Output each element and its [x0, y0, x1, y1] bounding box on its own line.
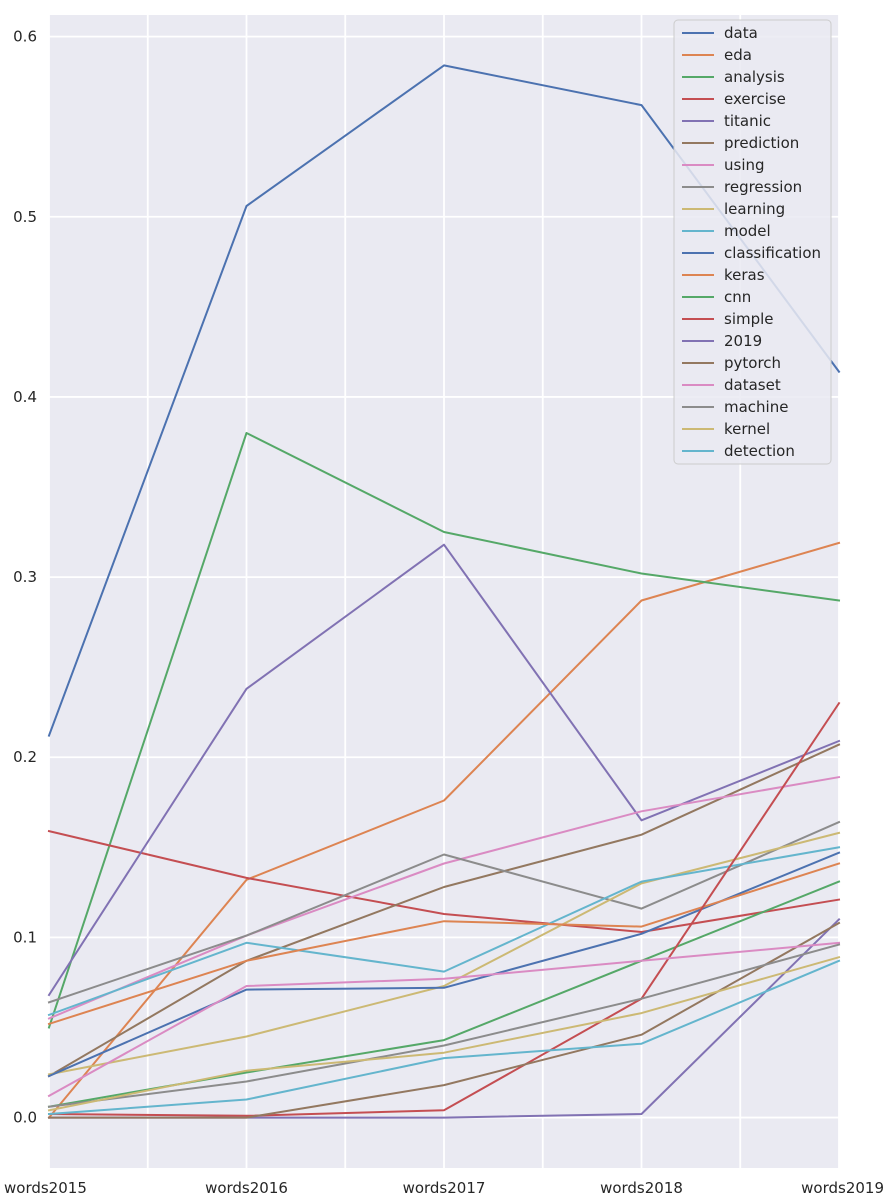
series-line-exercise [47, 829, 841, 933]
series-line-prediction [47, 743, 841, 1078]
legend-label: 2019 [724, 332, 762, 350]
legend-label: model [724, 222, 771, 240]
legend-label: pytorch [724, 354, 781, 372]
series-line-dataset [47, 941, 841, 1098]
legend-label: kernel [724, 420, 770, 438]
legend-label: regression [724, 178, 802, 196]
y-tick-label: 0.1 [13, 928, 37, 946]
y-tick-label: 0.6 [13, 28, 37, 46]
x-tick-label: words2018 [600, 1179, 683, 1197]
series-line-using [47, 775, 841, 1020]
legend: data eda analysis exercise titanic prediction… [673, 19, 832, 465]
legend-label: simple [724, 310, 774, 328]
x-axis-ticks: words2015 words2016 words2017 words2018 word… [4, 1179, 884, 1197]
series-line-keras [47, 862, 841, 1026]
y-tick-label: 0.5 [13, 208, 37, 226]
legend-label: exercise [724, 90, 786, 108]
legend-label: data [724, 24, 758, 42]
legend-label: cnn [724, 288, 751, 306]
series-line-kernel [47, 955, 841, 1112]
legend-label: prediction [724, 134, 799, 152]
legend-label: dataset [724, 376, 781, 394]
legend-label: learning [724, 200, 785, 218]
x-tick-label: words2019 [801, 1179, 884, 1197]
legend-label: analysis [724, 68, 785, 86]
legend-label: titanic [724, 112, 771, 130]
series-line-analysis [47, 432, 841, 1029]
series-lines [47, 64, 841, 1120]
legend-label: detection [724, 442, 795, 460]
legend-label: classification [724, 244, 821, 262]
series-line-eda [47, 541, 841, 1120]
x-tick-label: words2015 [4, 1179, 87, 1197]
series-line-detection [47, 959, 841, 1116]
y-tick-label: 0.3 [13, 568, 37, 586]
x-tick-label: words2017 [403, 1179, 486, 1197]
y-tick-label: 0.4 [13, 388, 37, 406]
series-line-model [47, 846, 841, 1017]
series-line-regression [47, 820, 841, 1004]
legend-label: eda [724, 46, 752, 64]
y-tick-label: 0.0 [13, 1109, 37, 1127]
legend-label: keras [724, 266, 765, 284]
y-tick-label: 0.2 [13, 748, 37, 766]
legend-label: using [724, 156, 765, 174]
series-line-learning [47, 831, 841, 1076]
series-line-machine [47, 943, 841, 1108]
series-line-simple [47, 701, 841, 1117]
series-line-classification [47, 851, 841, 1078]
y-axis-ticks: 0.0 0.1 0.2 0.3 0.4 0.5 0.6 [13, 28, 37, 1127]
series-line-pytorch [48, 921, 841, 1119]
legend-box [673, 19, 832, 465]
legend-label: machine [724, 398, 788, 416]
series-line-titanic [47, 543, 841, 997]
x-tick-label: words2016 [205, 1179, 288, 1197]
